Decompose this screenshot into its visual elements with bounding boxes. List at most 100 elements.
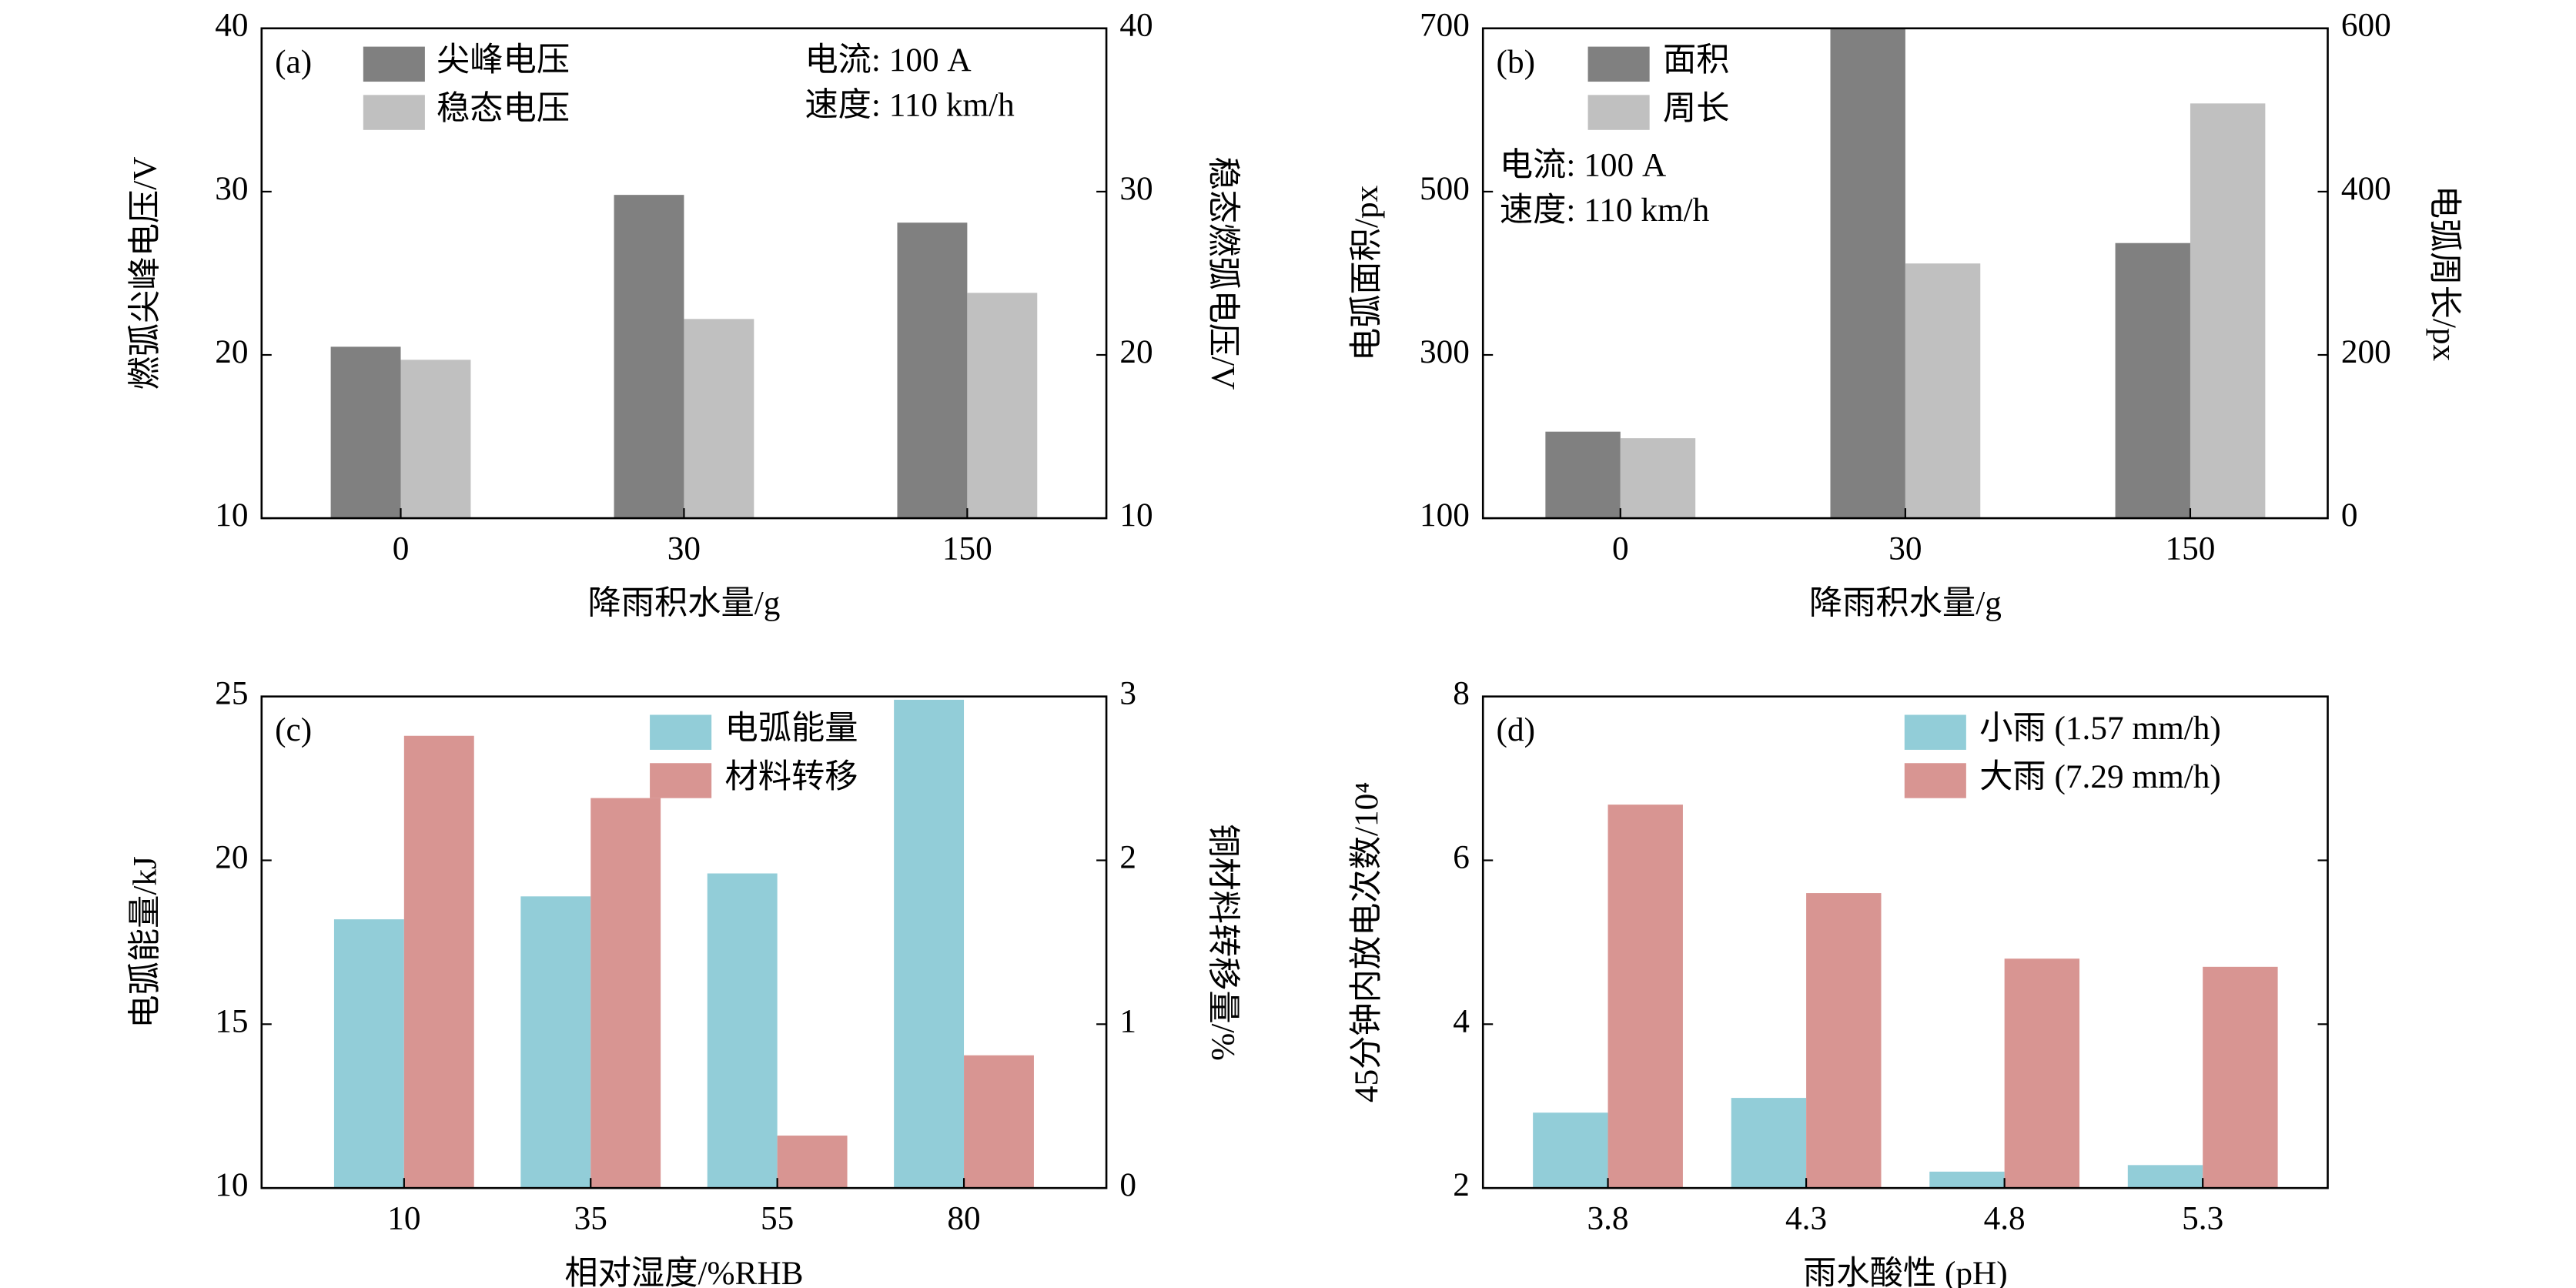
x-tick-label: 80 — [947, 1199, 980, 1236]
x-tick-label: 0 — [1612, 530, 1629, 567]
legend-label: 稳态电压 — [437, 90, 570, 127]
bar — [967, 293, 1038, 519]
legend-swatch — [1587, 95, 1650, 130]
y-tick-label: 300 — [1420, 333, 1470, 370]
legend-swatch — [1904, 763, 1966, 798]
annotation: 电流: 100 A — [805, 42, 971, 79]
x-tick-label: 3.8 — [1587, 1199, 1628, 1236]
legend-swatch — [363, 46, 425, 82]
x-axis-label: 雨水酸性 (pH) — [1803, 1255, 2008, 1288]
bar — [1607, 805, 1683, 1189]
bar — [1545, 431, 1621, 519]
y-axis-label: 电弧面积/px — [1348, 185, 1385, 361]
x-tick-label: 0 — [393, 530, 410, 567]
bar — [403, 735, 474, 1189]
y2-axis-label: 稳态燃弧电压/V — [1204, 157, 1241, 390]
x-tick-label: 5.3 — [2182, 1199, 2223, 1236]
y2-tick-label: 3 — [1119, 675, 1136, 712]
legend-label: 面积 — [1663, 42, 1730, 79]
y-tick-label: 4 — [1453, 1002, 1470, 1039]
annotation: 速度: 110 km/h — [1500, 192, 1710, 229]
legend-swatch — [1904, 714, 1966, 750]
y-tick-label: 100 — [1420, 497, 1470, 534]
y2-tick-label: 0 — [2341, 497, 2358, 534]
y-axis-label: 45分钟内放电次数/10⁴ — [1348, 782, 1385, 1103]
panel: 2 4 6 8 3.8 4.3 4.8 5.3 雨水酸性 (pH) 45分钟内放电次数/10⁴ (d… — [1348, 675, 2329, 1288]
panel: 100 300 500 700 0 200 400 600 0 30 150 降雨积水量/g 电弧面积/… — [1348, 7, 2463, 622]
plot-frame — [260, 695, 1108, 1189]
bar — [707, 873, 778, 1189]
y-axis-label: 电弧能量/kJ — [127, 856, 164, 1029]
panel: 10 20 30 40 10 20 30 40 0 30 150 降雨积水量/g 燃弧尖峰电压/V 稳态燃… — [127, 7, 1242, 622]
plot-frame — [1481, 695, 2329, 1189]
y-tick-label: 10 — [215, 497, 248, 534]
bar — [2190, 103, 2266, 519]
x-tick-label: 4.3 — [1785, 1199, 1827, 1236]
x-tick-label: 150 — [2166, 530, 2216, 567]
panel-label: (b) — [1497, 43, 1535, 80]
bar — [590, 798, 661, 1189]
bar — [2203, 966, 2278, 1189]
bar — [400, 360, 471, 519]
y2-tick-label: 600 — [2341, 7, 2391, 44]
y-tick-label: 8 — [1453, 675, 1470, 712]
bar — [897, 222, 968, 519]
y2-axis-label: 铜材料转移量/% — [1204, 824, 1241, 1061]
x-tick-label: 30 — [1889, 530, 1922, 567]
y-tick-label: 700 — [1420, 7, 1470, 44]
annotation: 电流: 100 A — [1500, 147, 1666, 184]
panel-label: (d) — [1497, 711, 1535, 748]
y-tick-label: 40 — [215, 7, 248, 44]
legend-label: 尖峰电压 — [437, 42, 570, 79]
bar — [1929, 1171, 2005, 1189]
y2-axis-label: 电弧周长/px — [2426, 186, 2463, 362]
bar — [1905, 263, 1981, 519]
x-tick-label: 10 — [387, 1199, 420, 1236]
y-axis-label: 燃弧尖峰电压/V — [127, 157, 164, 390]
y2-tick-label: 30 — [1119, 170, 1153, 207]
y-tick-label: 20 — [215, 333, 248, 370]
legend-swatch — [363, 95, 425, 130]
y-tick-label: 10 — [215, 1166, 248, 1203]
x-tick-label: 30 — [667, 530, 701, 567]
bar — [2004, 958, 2080, 1189]
bar — [333, 919, 404, 1189]
y2-tick-label: 1 — [1119, 1002, 1136, 1039]
y2-tick-label: 2 — [1119, 838, 1136, 875]
bar — [777, 1136, 848, 1189]
legend-swatch — [650, 714, 712, 750]
y-tick-label: 25 — [215, 675, 248, 712]
bar — [1731, 1098, 1807, 1189]
legend-label: 电弧能量 — [724, 710, 858, 747]
bar — [614, 195, 684, 519]
bar — [1830, 28, 1905, 519]
y2-tick-label: 0 — [1119, 1166, 1136, 1203]
annotation: 速度: 110 km/h — [805, 87, 1015, 124]
bar — [1620, 438, 1696, 519]
legend-swatch — [1587, 46, 1650, 82]
bar — [894, 699, 965, 1189]
x-axis-label: 降雨积水量/g — [587, 585, 780, 622]
bar — [1806, 893, 1882, 1189]
y-tick-label: 6 — [1453, 838, 1470, 875]
x-tick-label: 4.8 — [1984, 1199, 2026, 1236]
legend-label: 材料转移 — [724, 758, 858, 795]
x-tick-label: 55 — [761, 1199, 794, 1236]
y2-tick-label: 20 — [1119, 333, 1153, 370]
panel-label: (a) — [275, 43, 312, 80]
bar — [520, 896, 591, 1189]
x-axis-label: 相对湿度/%RHB — [564, 1255, 803, 1288]
y-tick-label: 30 — [215, 170, 248, 207]
y2-tick-label: 10 — [1119, 497, 1153, 534]
panel: 10 15 20 25 0 1 2 3 10 35 55 80 相对湿度/%RHB 电弧能量/kJ 铜材料转… — [127, 675, 1242, 1288]
bar — [2127, 1165, 2203, 1189]
legend-label: 周长 — [1663, 90, 1730, 127]
y-tick-label: 20 — [215, 838, 248, 875]
y-tick-label: 500 — [1420, 170, 1470, 207]
bar — [330, 346, 401, 519]
x-axis-label: 降雨积水量/g — [1809, 585, 2002, 622]
y2-tick-label: 40 — [1119, 7, 1153, 44]
bar — [1533, 1112, 1608, 1189]
y-tick-label: 2 — [1453, 1166, 1470, 1203]
